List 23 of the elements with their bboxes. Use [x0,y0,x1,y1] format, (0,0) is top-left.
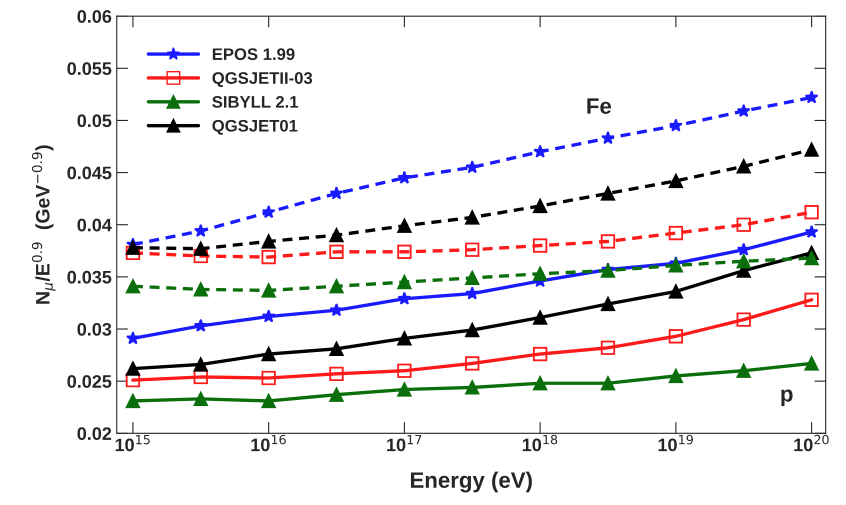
y-tick-label: 0.05 [77,114,112,128]
x-tick-label: 10$^{15}$ [116,434,150,452]
legend-label: SIBYLL 2.1 [212,96,298,108]
y-tick-label: 0.035 [67,270,112,284]
x-tick-label: 10$^{20}$ [794,434,829,452]
x-tick-label: 10$^{16}$ [251,434,286,452]
y-tick-label: 0.025 [67,375,112,388]
legend-label: QGSJETII-03 [212,72,312,88]
y-tick-label: 0.06 [77,10,112,23]
y-tick-label: 0.03 [77,322,112,336]
legend-label: QGSJET01 [212,120,298,135]
y-tick-label: 0.04 [77,218,112,232]
annotation: p [781,390,793,406]
x-tick-label: 10$^{18}$ [522,434,558,452]
y-tick-label: 0.055 [67,62,112,76]
x-tick-label: 10$^{19}$ [658,434,693,452]
legend-label: EPOS 1.99 [212,48,295,60]
y-tick-label: 0.045 [67,166,112,180]
annotation: Fe [587,98,612,114]
x-axis-title: Energy (eV) [410,472,532,492]
y-axis-title: N$_{μ}$/E$^{0.9}$ (GeV$^{−0.9}$) [32,145,56,304]
y-tick-label: 0.02 [77,427,112,440]
x-tick-label: 10$^{17}$ [387,434,422,452]
